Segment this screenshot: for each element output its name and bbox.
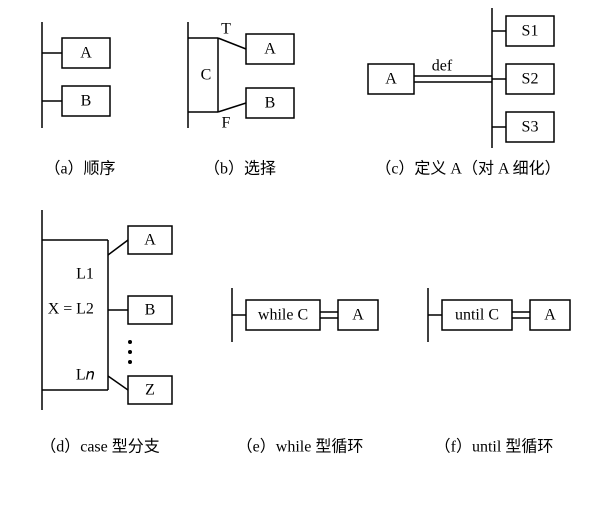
caption-b: （b）选择 [204,160,276,178]
branch-top [218,38,246,49]
panel-e-while: while C A （e）while 型循环 [232,288,378,456]
panel-a-sequence: A B （a）顺序 [42,22,116,178]
box-z-label: Z [145,382,155,399]
branch-1 [108,240,128,255]
box-a-label: A [144,232,156,249]
diagram-canvas: A B （a）顺序 T F C A B （b）选择 A def [0,0,600,506]
box-a-label: A [264,41,276,58]
branch-true-label: T [221,21,231,38]
cond-label: until C [455,307,499,324]
box-b-label: B [81,93,92,110]
box-a-label: A [385,71,397,88]
panel-b-selection: T F C A B （b）选择 [188,21,294,178]
switch-label: X = [48,301,73,318]
branch-1-label: L1 [76,266,94,283]
cond-label: while C [258,307,308,324]
box-b-label: B [265,95,276,112]
panel-c-definition: A def S1 S2 S3 （c）定义 A（对 A 细化） [368,8,561,178]
box-s3-label: S3 [522,119,539,136]
box-s1-label: S1 [522,23,539,40]
caption-c: （c）定义 A（对 A 细化） [375,160,560,178]
branch-n [108,376,128,390]
caption-a: （a）顺序 [44,160,115,178]
cond-label: C [201,67,212,84]
body-label: A [352,307,364,324]
box-b-label: B [145,302,156,319]
body-label: A [544,307,556,324]
branch-false-label: F [222,115,231,132]
ellipsis-dot [128,350,132,354]
box-s2-label: S2 [522,71,539,88]
panel-d-case: A L1 B L2 Z L𝑛 X = （d）case 型分支 [40,210,172,456]
branch-n-label: L𝑛 [76,367,95,384]
box-a-label: A [80,45,92,62]
branch-bot [218,103,246,112]
caption-e: （e）while 型循环 [237,438,364,456]
caption-f: （f）until 型循环 [435,438,554,456]
def-label: def [432,58,453,75]
branch-2-label: L2 [76,301,94,318]
caption-d: （d）case 型分支 [40,438,160,456]
ellipsis-dot [128,360,132,364]
panel-f-until: until C A （f）until 型循环 [428,288,570,456]
ellipsis-dot [128,340,132,344]
